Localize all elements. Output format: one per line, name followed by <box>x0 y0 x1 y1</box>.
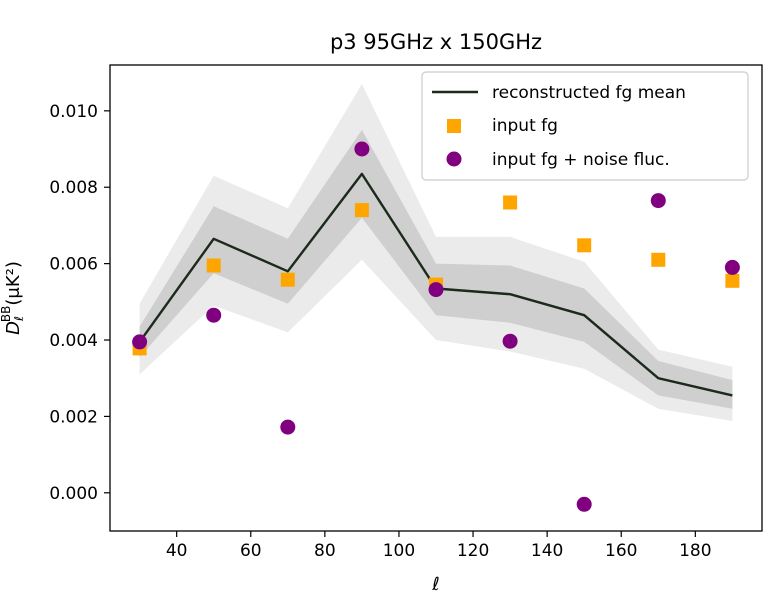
x-axis: 40 60 80 100 120 140 160 180 <box>166 531 712 561</box>
x-tick-label: 60 <box>240 541 262 561</box>
legend-label-input-fg: input fg <box>492 116 558 136</box>
point-input-fg-noise <box>650 193 666 209</box>
x-tick-label: 140 <box>531 541 563 561</box>
y-axis-label-subscript: ℓ <box>12 316 26 322</box>
point-input-fg-noise <box>280 419 296 435</box>
x-tick-label: 120 <box>457 541 489 561</box>
y-axis-label-superscript: BB <box>0 306 13 322</box>
y-tick-label: 0.008 <box>49 178 98 198</box>
y-axis: 0.000 0.002 0.004 0.006 0.008 0.010 <box>49 102 110 504</box>
y-tick-label: 0.004 <box>49 331 98 351</box>
y-tick-label: 0.006 <box>49 255 98 275</box>
point-input-fg <box>577 238 592 253</box>
y-tick-label: 0.002 <box>49 407 98 427</box>
chart-title: p3 95GHz x 150GHz <box>330 30 542 54</box>
legend-box <box>421 71 749 181</box>
point-input-fg-noise <box>354 141 370 157</box>
point-input-fg <box>354 203 369 218</box>
x-tick-label: 80 <box>314 541 336 561</box>
x-tick-label: 160 <box>605 541 637 561</box>
point-input-fg <box>725 273 740 288</box>
point-input-fg <box>651 252 666 267</box>
point-input-fg <box>206 258 221 273</box>
legend-label-input-noise: input fg + noise fluc. <box>492 150 670 170</box>
point-input-fg-noise <box>724 259 740 275</box>
y-axis-label-symbol: D <box>3 321 24 335</box>
point-input-fg-noise <box>132 334 148 350</box>
error-bands <box>139 84 733 421</box>
y-tick-label: 0.010 <box>49 102 98 122</box>
x-axis-label: ℓ <box>431 574 439 595</box>
band-1sigma <box>139 129 733 409</box>
point-input-fg <box>280 272 295 287</box>
x-tick-label: 40 <box>166 541 188 561</box>
svg-text:DℓBB(μK²): DℓBB(μK²) <box>0 261 26 335</box>
plot-frame <box>109 64 763 532</box>
point-input-fg <box>503 195 518 210</box>
x-tick-label: 180 <box>679 541 711 561</box>
y-tick-label: 0.000 <box>49 484 98 504</box>
data-markers <box>132 141 740 512</box>
point-input-fg-noise <box>428 282 444 298</box>
legend-label-mean: reconstructed fg mean <box>492 83 686 103</box>
x-tick-label: 100 <box>383 541 415 561</box>
point-input-fg-noise <box>576 496 592 512</box>
legend-circle-marker <box>446 151 462 167</box>
y-axis-label-unit: (μK²) <box>3 261 24 306</box>
y-axis-label: DℓBB(μK²) <box>0 261 26 335</box>
legend: reconstructed fg mean input fg input fg … <box>421 71 749 181</box>
legend-square-marker <box>447 119 461 133</box>
point-input-fg-noise <box>502 333 518 349</box>
point-input-fg-noise <box>206 307 222 323</box>
